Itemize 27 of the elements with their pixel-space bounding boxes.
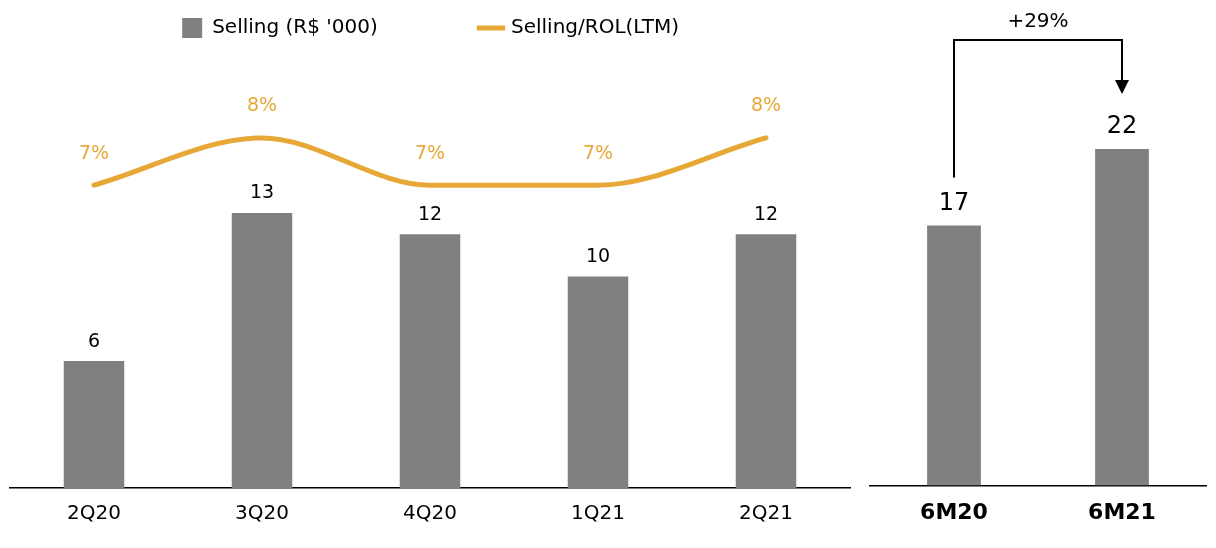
data-label: 12 [753,201,779,224]
x-tick-label: 3Q20 [235,500,289,525]
x-tick-label: 4Q20 [403,500,457,525]
legend-label: Selling/ROL(LTM) [510,14,680,39]
bar [735,234,797,488]
bar [399,234,461,488]
x-tick-label: 6M21 [1088,498,1156,524]
x-tick-label: 6M20 [920,498,988,524]
data-label: 17 [938,187,970,216]
data-label: 13 [249,180,275,203]
data-label: 7% [582,140,614,163]
data-label: 22 [1106,111,1138,140]
data-label: 8% [750,93,782,116]
bar [231,213,293,488]
x-tick-label: 2Q20 [67,500,121,525]
x-tick-label: 2Q21 [739,500,793,525]
x-tick-label: 1Q21 [571,500,625,525]
legend-label: Selling (R$ '000) [212,14,378,39]
data-label: 12 [417,201,443,224]
text: +29% [1007,8,1069,33]
data-label: 7% [414,140,446,163]
data-label: 7% [78,140,110,163]
data-label: 8% [246,93,278,116]
data-label: 10 [585,243,611,266]
bar [567,276,629,488]
bar [63,361,125,488]
data-label: 6 [87,328,101,351]
